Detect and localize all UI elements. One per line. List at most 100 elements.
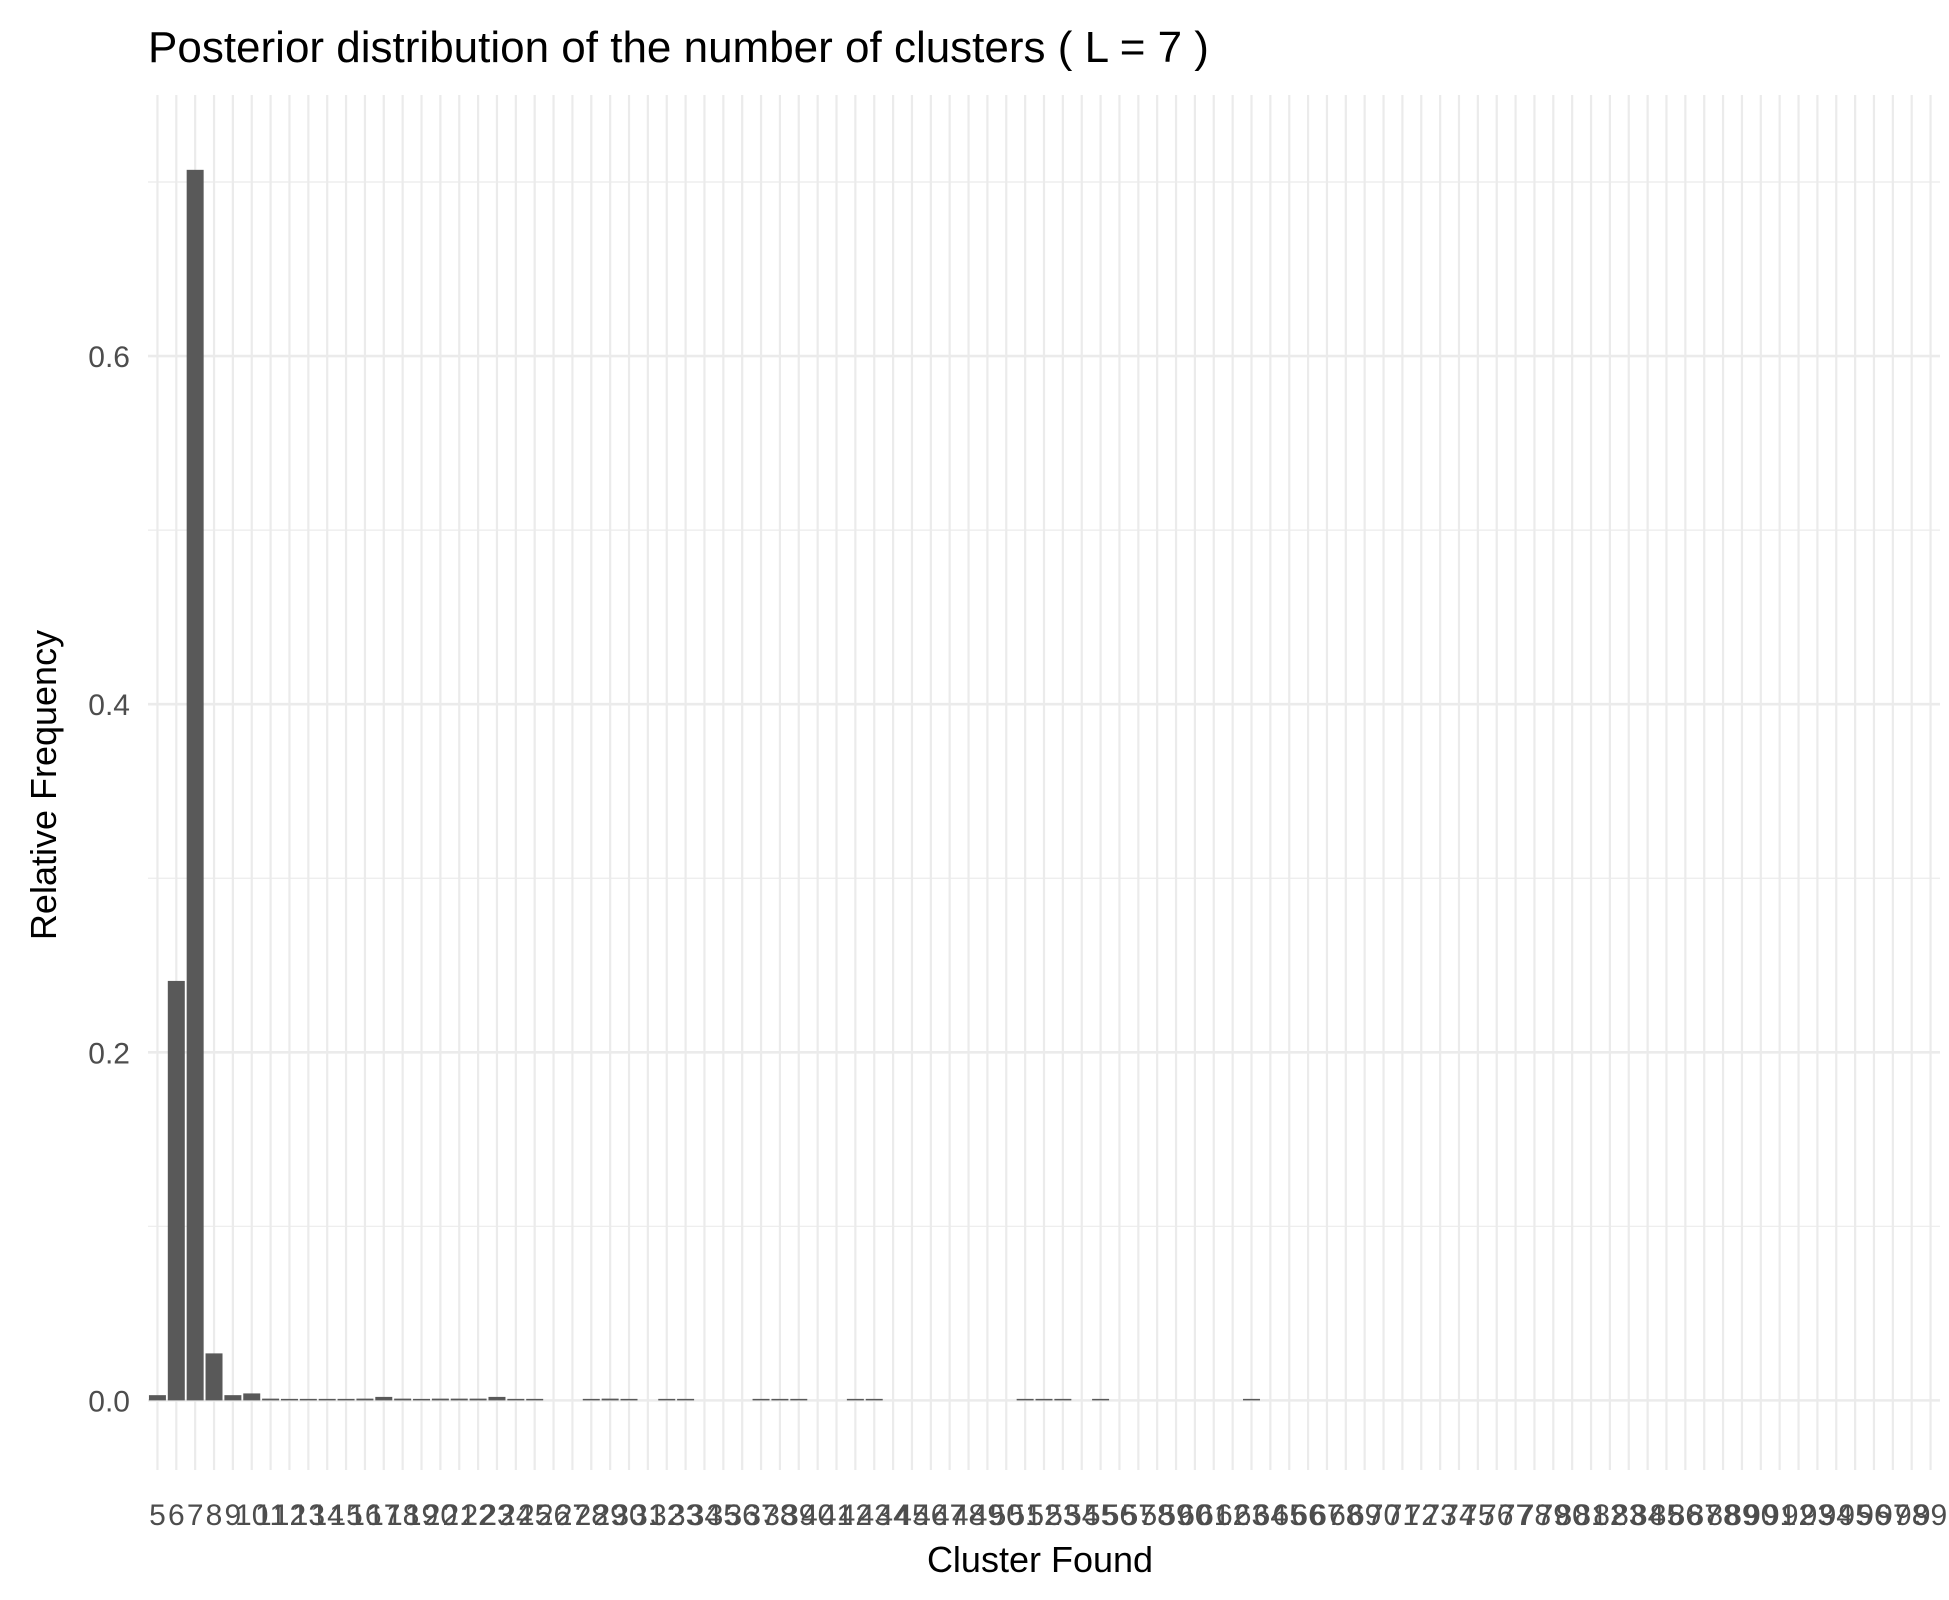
x-tick-label: 65 [1273,1499,1306,1532]
x-tick-label: 25 [518,1499,551,1532]
x-tick-label: 90 [1744,1499,1777,1532]
x-tick-label: 38 [763,1499,796,1532]
x-tick-label: 23 [480,1499,513,1532]
bar-7 [186,169,204,1401]
x-tick-label: 79 [1537,1499,1570,1532]
x-tick-label: 42 [839,1499,872,1532]
x-tick-label: 75 [1461,1499,1494,1532]
x-tick-label: 20 [424,1499,457,1532]
bar-24 [507,1398,525,1401]
bar-28 [582,1398,600,1401]
bar-5 [148,1395,166,1401]
x-tick-label: 33 [669,1499,702,1532]
y-tick-label: 0.4 [88,689,130,722]
x-tick-label: 37 [744,1499,777,1532]
x-tick-label: 60 [1178,1499,1211,1532]
bar-37 [752,1398,770,1401]
bar-42 [846,1398,864,1401]
bar-43 [865,1398,883,1401]
bar-23 [488,1396,506,1401]
x-tick-label: 83 [1612,1499,1645,1532]
x-tick-labels: 5 6 7 8 910111213141516171819202122232425262… [149,1499,1947,1532]
x-tick-label: 73 [1423,1499,1456,1532]
bar-6 [167,980,185,1401]
x-tick-label: 72 [1405,1499,1438,1532]
x-tick-label: 47 [933,1499,966,1532]
bar-51 [1016,1398,1034,1401]
bar-30 [620,1398,638,1401]
x-tick-label: 17 [367,1499,400,1532]
x-tick-label: 22 [461,1499,494,1532]
x-tick-label: 95 [1838,1499,1871,1532]
x-tick-label: 68 [1329,1499,1362,1532]
x-tick-label: 58 [1140,1499,1173,1532]
x-tick-label: 34 [688,1499,721,1532]
x-tick-label: 56 [1103,1499,1136,1532]
bar-29 [601,1398,619,1401]
x-tick-label: 7 [187,1499,204,1532]
bar-33 [677,1398,695,1401]
x-tick-label: 84 [1631,1499,1664,1532]
x-tick-label: 39 [782,1499,815,1532]
bar-53 [1054,1398,1072,1401]
x-tick-label: 11 [255,1499,286,1532]
bar-9 [224,1395,242,1401]
x-tick-label: 46 [914,1499,947,1532]
x-tick-label: 30 [612,1499,645,1532]
x-tick-label: 29 [593,1499,626,1532]
x-tick-label: 41 [820,1499,853,1532]
x-tick-label: 59 [1159,1499,1192,1532]
x-tick-label: 97 [1876,1499,1909,1532]
bar-11 [262,1398,280,1401]
x-tick-label: 50 [990,1499,1023,1532]
x-tick-label: 96 [1857,1499,1890,1532]
bar-25 [526,1398,544,1401]
x-tick-label: 69 [1348,1499,1381,1532]
x-tick-label: 77 [1499,1499,1532,1532]
x-tick-label: 89 [1725,1499,1758,1532]
x-tick-label: 48 [952,1499,985,1532]
chart-title: Posterior distribution of the number of … [148,23,1209,72]
x-tick-label: 88 [1706,1499,1739,1532]
x-tick-label: 26 [537,1499,570,1532]
y-tick-label: 0.6 [88,341,130,374]
x-tick-label: 31 [631,1499,664,1532]
x-tick-label: 43 [858,1499,891,1532]
x-tick-label: 81 [1574,1499,1607,1532]
x-tick-label: 27 [556,1499,589,1532]
bar-18 [394,1398,412,1401]
x-tick-label: 32 [650,1499,683,1532]
x-tick-label: 74 [1442,1499,1475,1532]
x-tick-label: 57 [1122,1499,1155,1532]
x-tick-label: 28 [575,1499,608,1532]
x-tick-label: 54 [1065,1499,1098,1532]
x-tick-label: 40 [801,1499,834,1532]
x-tick-label: 71 [1386,1499,1419,1532]
bar-52 [1035,1398,1053,1401]
x-tick-label: 98 [1895,1499,1928,1532]
x-tick-label: 36 [726,1499,759,1532]
y-axis-label: Relative Frequency [23,630,64,940]
x-tick-label: 51 [1008,1499,1041,1532]
x-tick-label: 61 [1197,1499,1230,1532]
x-tick-label: 70 [1367,1499,1400,1532]
x-tick-label: 49 [971,1499,1004,1532]
y-tick-label: 0.2 [88,1037,130,1070]
bar-55 [1092,1398,1110,1401]
x-tick-label: 14 [311,1499,344,1532]
bar-63 [1243,1398,1260,1401]
x-tick-label: 35 [707,1499,740,1532]
x-axis-label: Cluster Found [927,1539,1153,1580]
bar-20 [431,1398,449,1401]
x-tick-label: 5 [149,1499,166,1532]
x-tick-label: 80 [1555,1499,1588,1532]
y-tick-labels: 0.0 0.2 0.4 0.6 [88,341,130,1418]
x-tick-label: 15 [329,1499,362,1532]
bar-13 [299,1398,317,1401]
bar-15 [337,1398,355,1401]
x-tick-label: 55 [1084,1499,1117,1532]
x-tick-label: 92 [1782,1499,1815,1532]
x-tick-label: 18 [386,1499,419,1532]
x-tick-label: 86 [1669,1499,1702,1532]
